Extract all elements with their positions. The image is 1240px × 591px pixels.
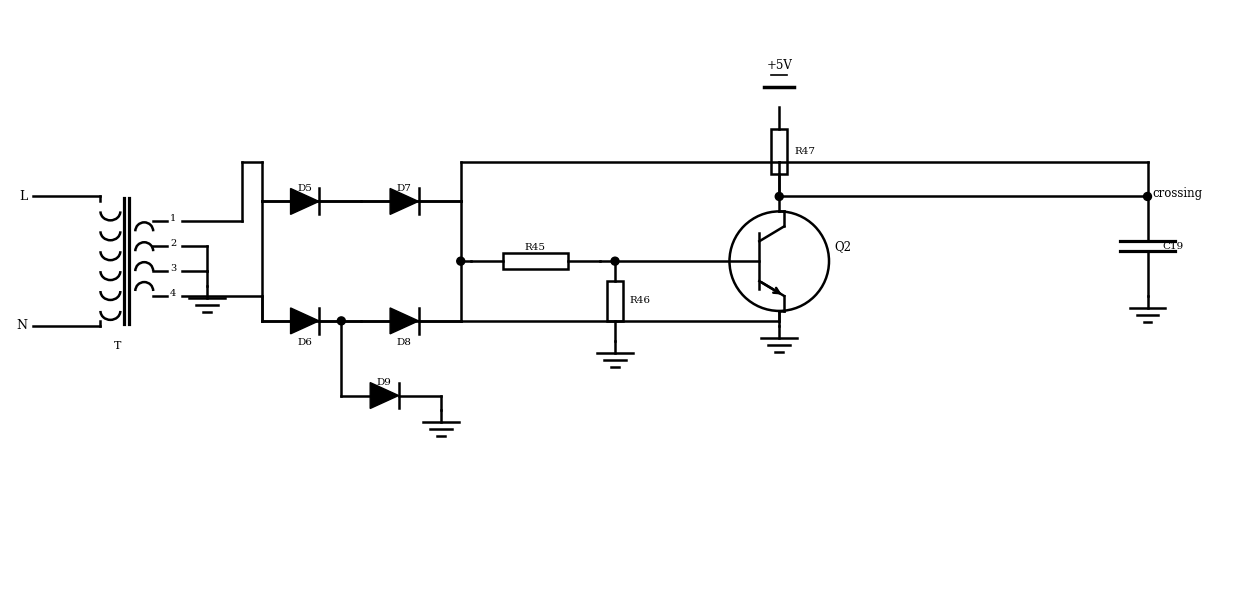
Text: D9: D9 [377,378,392,387]
Text: D7: D7 [397,184,412,193]
Text: 4: 4 [170,288,176,297]
Text: +5V: +5V [766,59,792,72]
Polygon shape [391,189,419,215]
Text: D5: D5 [298,184,312,193]
Text: D8: D8 [397,338,412,348]
Text: N: N [17,319,27,332]
Text: 1: 1 [170,214,176,223]
Text: R45: R45 [525,243,546,252]
Text: R46: R46 [630,297,651,306]
Circle shape [1143,193,1152,200]
Text: C19: C19 [1162,242,1184,251]
Text: crossing: crossing [1152,187,1203,200]
Circle shape [611,257,619,265]
Circle shape [337,317,345,325]
Bar [503,253,568,269]
Text: 3: 3 [170,264,176,272]
Circle shape [775,193,784,200]
Polygon shape [371,382,398,408]
Polygon shape [391,308,419,334]
Text: T: T [114,341,122,351]
Bar [771,129,787,174]
Text: R47: R47 [794,147,815,156]
Polygon shape [290,189,319,215]
Polygon shape [290,308,319,334]
Circle shape [456,257,465,265]
Text: L: L [20,190,27,203]
Text: 2: 2 [170,239,176,248]
Text: D6: D6 [298,338,312,348]
Text: Q2: Q2 [835,240,851,253]
Bar [608,281,622,321]
